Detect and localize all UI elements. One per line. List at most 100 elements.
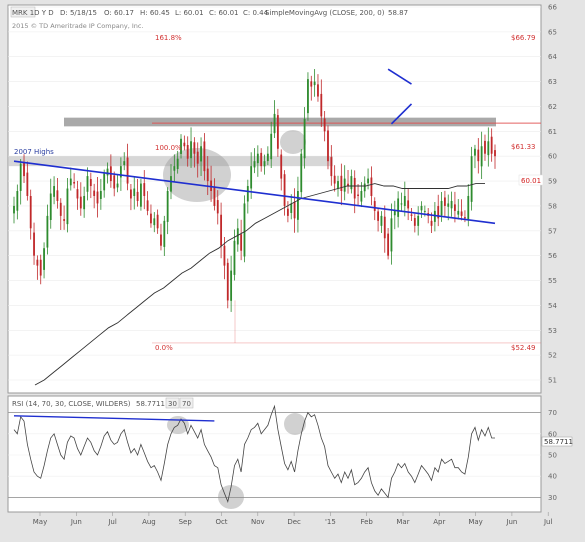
candle: [93, 183, 96, 209]
candle: [400, 192, 403, 212]
candle: [460, 199, 463, 221]
highlight-rsi-dec: [284, 413, 306, 435]
candle: [383, 205, 386, 253]
highs-label: 2007 Highs: [14, 148, 54, 156]
candle: [240, 219, 243, 261]
rsi-series: [8, 404, 541, 503]
candle: [480, 131, 483, 180]
time-axis: May Jun Jul Aug Sep Oct Nov Dec '15 Feb Mar Apr May J…: [33, 512, 552, 526]
candle: [200, 137, 202, 176]
candle: [83, 186, 86, 218]
candle: [126, 143, 129, 191]
rsi-tick-label: 70: [548, 409, 557, 417]
candle: [313, 69, 316, 97]
candle: [256, 145, 259, 177]
candle: [266, 146, 269, 166]
candle: [23, 154, 25, 184]
candle: [373, 197, 376, 221]
candle: [390, 203, 393, 265]
month-tick-label: '15: [325, 518, 336, 526]
month-tick-label: Nov: [251, 518, 265, 526]
flag-upper-line: [387, 68, 412, 85]
candle: [494, 144, 496, 169]
candle: [210, 165, 212, 202]
candle: [333, 165, 336, 192]
descending-trendline: [13, 160, 496, 225]
fib-top-price: $66.79: [511, 34, 536, 42]
candle: [59, 198, 62, 230]
candle: [457, 199, 460, 220]
candle: [330, 145, 333, 186]
price-tick-label: 54: [548, 302, 557, 310]
candle: [43, 242, 45, 279]
candle: [46, 204, 49, 255]
rsi-tick-label: 50: [548, 452, 557, 460]
support-band: [8, 156, 333, 167]
indicator-label: SimpleMovingAvg (CLOSE, 200, 0): [265, 9, 385, 17]
candle: [16, 184, 19, 220]
rsi-param-2: 70: [182, 400, 191, 408]
overlay-lines: [13, 68, 496, 386]
rsi-line: [13, 404, 495, 503]
candle: [180, 134, 182, 159]
candle: [183, 135, 186, 151]
price-tick-label: 55: [548, 277, 557, 285]
candle: [203, 133, 206, 181]
candle: [193, 137, 196, 168]
candle: [367, 168, 369, 190]
rsi-tick-label: 60: [548, 430, 557, 438]
price-tick-label: 57: [548, 227, 557, 235]
price-panel[interactable]: [7, 4, 542, 394]
price-tick-label: 62: [548, 103, 557, 111]
candle: [123, 152, 126, 171]
candle: [196, 142, 199, 178]
candle: [230, 255, 233, 312]
candle: [53, 176, 55, 205]
last-price-label: 60.01: [521, 177, 541, 185]
candle: [213, 178, 216, 211]
rsi-panel[interactable]: [7, 395, 542, 513]
candle: [273, 100, 276, 139]
candle: [73, 173, 76, 189]
candle: [243, 195, 246, 263]
candle: [393, 200, 396, 230]
candle: [407, 189, 410, 221]
candle: [276, 108, 279, 157]
candle: [337, 175, 339, 197]
bands: [8, 117, 496, 167]
rsi-header: RSI (14, 70, 30, CLOSE, WILDERS) 58.7711…: [12, 397, 573, 447]
price-tick-label: 66: [548, 4, 557, 12]
candle: [116, 174, 119, 193]
candle: [113, 171, 116, 197]
candle: [140, 178, 142, 211]
fib-low-label: 0.0%: [155, 344, 173, 352]
rsi-title[interactable]: RSI (14, 70, 30, CLOSE, WILDERS): [12, 400, 131, 408]
candle: [129, 184, 132, 211]
price-tick-label: 56: [548, 252, 557, 260]
candle: [413, 213, 416, 233]
low-label: L: 60.01: [175, 9, 204, 17]
candle: [343, 165, 346, 201]
month-tick-label: Jun: [505, 518, 517, 526]
candle: [89, 172, 92, 199]
candle: [260, 148, 263, 172]
candle: [150, 204, 152, 228]
candle: [19, 159, 22, 205]
candle: [263, 154, 266, 175]
candle: [26, 161, 29, 201]
candle: [66, 178, 69, 233]
month-tick-label: Jul: [107, 518, 117, 526]
month-tick-label: Feb: [360, 518, 373, 526]
candle: [470, 146, 473, 211]
candle: [310, 75, 313, 101]
candle: [323, 110, 326, 142]
candle: [253, 148, 256, 174]
price-tick-label: 61: [548, 128, 557, 136]
symbol-label[interactable]: MRK 1D Y D: [12, 9, 54, 17]
candle: [173, 154, 176, 182]
candle: [303, 107, 306, 169]
date-label: D: 5/18/15: [60, 9, 97, 17]
fib-top-label: 161.8%: [155, 34, 182, 42]
candle: [327, 125, 329, 170]
